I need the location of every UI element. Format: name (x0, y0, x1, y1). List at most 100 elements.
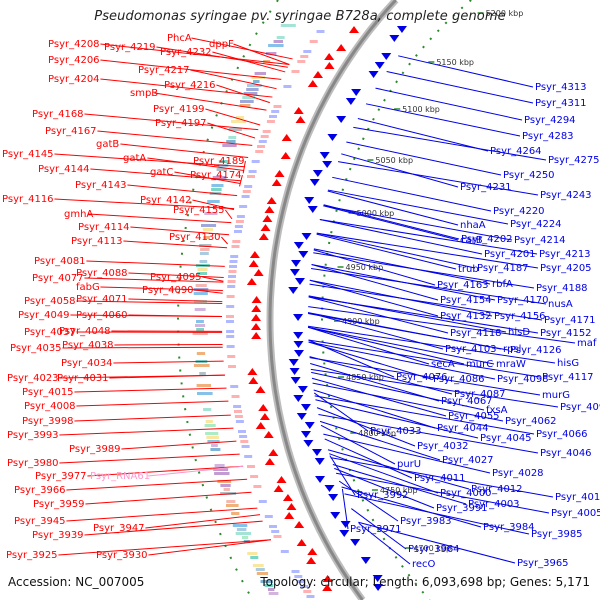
leader-line (338, 480, 399, 522)
feature-block (253, 485, 262, 488)
gene-label: Psyr_4095 (150, 272, 202, 283)
gene-arrow-reverse (294, 350, 305, 357)
gene-arrow-forward (258, 233, 269, 240)
feature-block (271, 110, 280, 113)
feature-block (213, 468, 229, 471)
leader-line (100, 43, 290, 66)
gene-label: maf (577, 338, 597, 349)
gene-arrow-reverse (309, 179, 320, 186)
gene-arrow-reverse (300, 404, 311, 411)
feature-block (253, 80, 260, 83)
leader-line (327, 189, 509, 225)
gene-label: Psyr_4171 (544, 315, 596, 326)
leader-line (311, 264, 439, 301)
feature-block (244, 455, 253, 458)
kbp-tick-label: 4950 kbp (346, 263, 384, 272)
gene-arrow-reverse (330, 512, 341, 519)
leader-line (307, 325, 556, 364)
gene-arrow-reverse (336, 116, 347, 123)
gene-label: Psyr_4144 (38, 164, 90, 175)
feature-block (271, 530, 280, 533)
leader-line (332, 176, 492, 212)
feature-block (222, 144, 237, 147)
leader-line (386, 70, 534, 104)
leader-line (123, 240, 228, 249)
feature-block (239, 104, 251, 107)
gene-label: Psyr_4012 (471, 484, 523, 495)
kbp-tick-label: 5200 kbp (486, 9, 524, 18)
feature-block (258, 500, 267, 503)
feature-block (242, 536, 249, 539)
feature-block (262, 130, 271, 133)
gene-label: hisD (508, 327, 530, 338)
feature-block (236, 528, 247, 531)
feature-block (300, 55, 309, 58)
feature-block (230, 255, 239, 258)
feature-block (229, 260, 238, 263)
feature-block (243, 92, 258, 95)
feature-block (251, 76, 265, 79)
gene-label: Psyr_4017 (555, 492, 600, 503)
leader-line (308, 306, 576, 344)
gene-arrow-reverse (324, 485, 335, 492)
leader-line (309, 283, 543, 321)
leader-line (323, 205, 459, 241)
leader-line (85, 491, 252, 505)
gene-arrow-reverse (314, 458, 325, 465)
gene-arrow-forward (295, 116, 306, 123)
leader-line (212, 51, 286, 73)
gene-label: Psyr_3964 (408, 544, 460, 555)
gene-label: Psyr_4188 (536, 283, 588, 294)
feature-block (235, 116, 245, 119)
gene-label: Psyr_4045 (480, 433, 532, 444)
gene-label: Psyr_4098 (497, 374, 549, 385)
feature-block (283, 85, 292, 88)
feature-block (255, 150, 264, 153)
leader-line (62, 346, 223, 349)
leader-line (54, 153, 246, 168)
gene-arrow-reverse (301, 233, 312, 240)
gene-label: Psyr_4060 (76, 310, 128, 321)
leader-line (97, 130, 253, 146)
leader-line (316, 232, 539, 269)
gene-label: Psyr_4202 (461, 234, 513, 245)
feature-block (303, 50, 312, 53)
feature-block (211, 188, 222, 191)
gene-label: gatB (96, 139, 119, 150)
gene-label: recO (412, 559, 436, 570)
feature-block (255, 568, 265, 571)
gene-label: Psyr_4132 (440, 311, 492, 322)
gene-arrow-reverse (350, 539, 361, 546)
gene-label: Psyr_4197 (155, 118, 207, 129)
gene-label: Psyr_4275 (548, 155, 600, 166)
gene-label: Psyr_3993 (7, 430, 59, 441)
leader-line (398, 55, 534, 88)
leader-line (202, 276, 224, 282)
gene-arrow-forward (286, 503, 297, 510)
feature-block (203, 236, 210, 239)
gene-arrow-reverse (293, 395, 304, 402)
feature-block (231, 395, 240, 398)
leader-line (191, 37, 293, 60)
gene-label: Psyr_4313 (535, 82, 587, 93)
feature-block (226, 305, 235, 308)
leader-line (84, 277, 224, 283)
feature-block (204, 424, 216, 427)
gene-label: Psyr_4152 (540, 328, 592, 339)
feature-block (202, 228, 213, 231)
gene-label: Psyr_3971 (350, 524, 402, 535)
feature-block (196, 320, 204, 323)
feature-block (234, 225, 243, 228)
gene-label: rbfA (492, 279, 513, 290)
genome-backbone-core (268, 0, 397, 600)
feature-block (229, 265, 237, 268)
feature-block (226, 500, 236, 503)
gene-label: Psyr_4034 (61, 358, 113, 369)
leader-line (147, 465, 244, 477)
gene-arrow-forward (259, 413, 270, 420)
gene-label: Psyr_4088 (76, 268, 128, 279)
leader-line (145, 514, 261, 529)
gene-arrow-reverse (291, 260, 302, 267)
feature-block (197, 272, 207, 275)
gene-arrow-reverse (304, 197, 315, 204)
